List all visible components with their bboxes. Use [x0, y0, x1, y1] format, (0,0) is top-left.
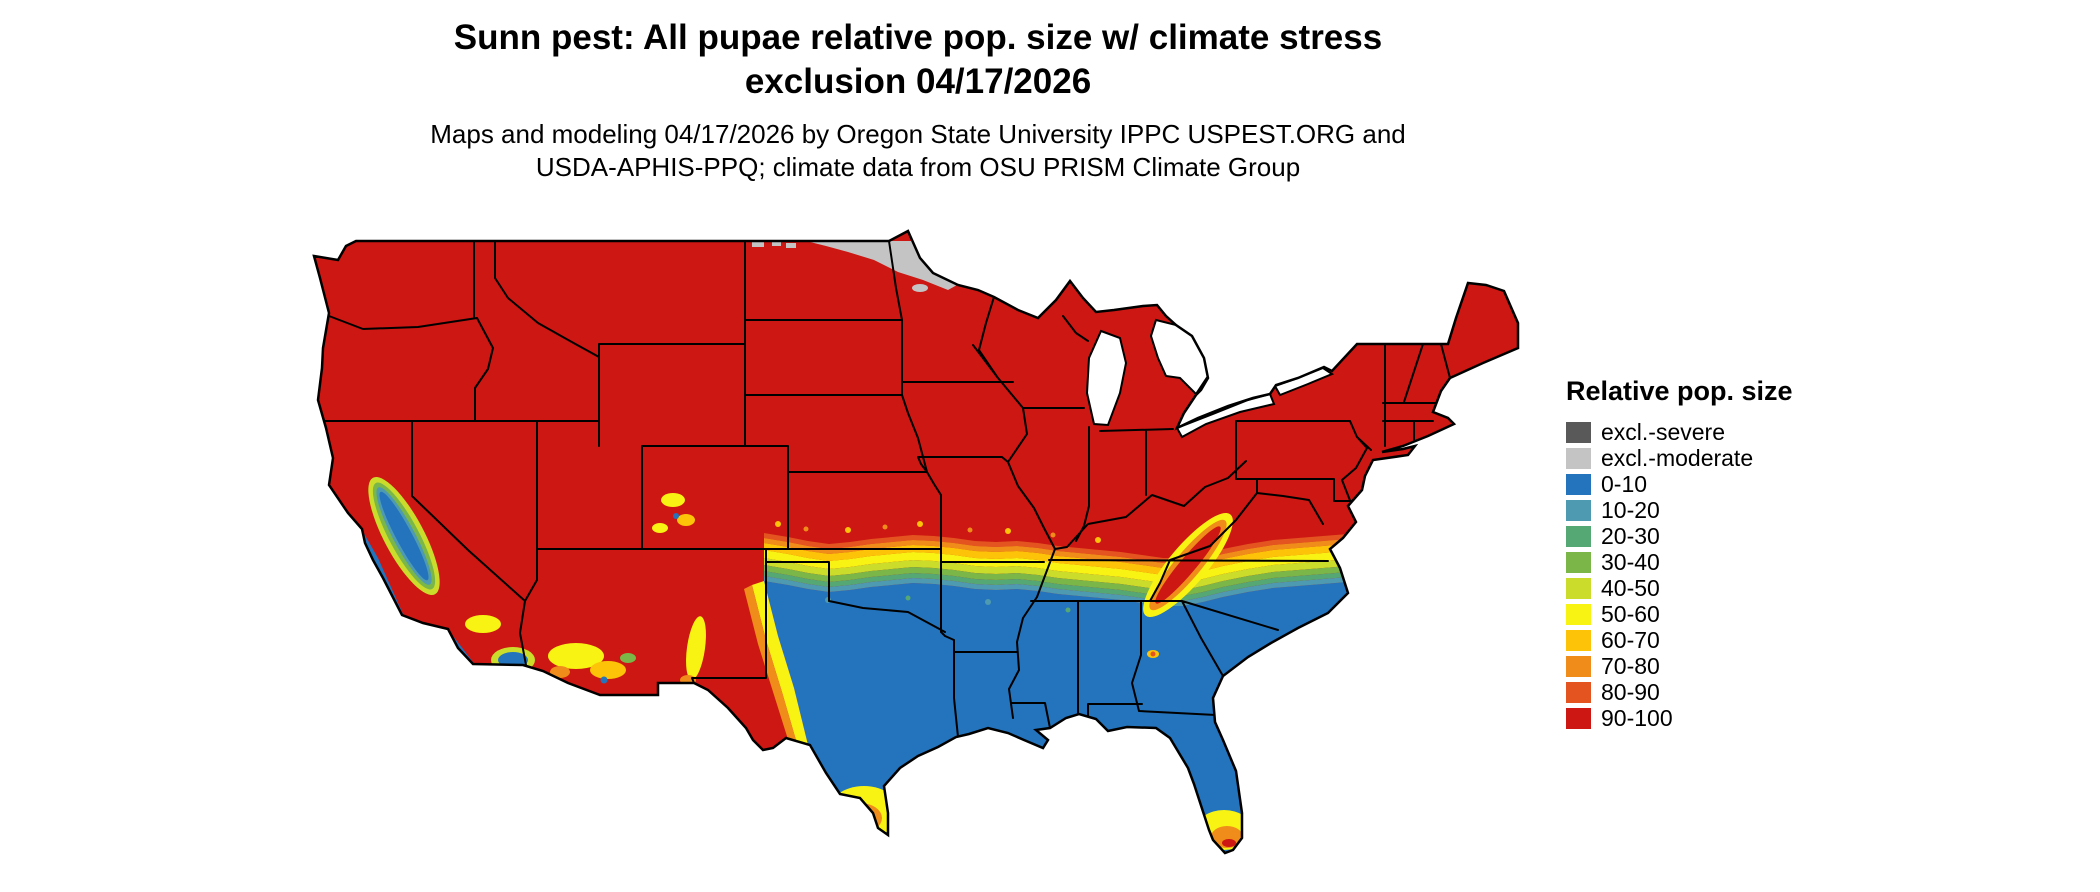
legend-swatch-50-60 [1566, 603, 1591, 625]
region-excl-speck-3 [786, 243, 796, 248]
region-central-valley [368, 476, 440, 596]
band-strip-60-70 [764, 543, 1373, 575]
figure-title-line1: Sunn pest: All pupae relative pop. size … [453, 18, 1383, 57]
figure-title-line2: exclusion 04/17/2026 [744, 61, 1092, 101]
region-excl-speck-2 [772, 241, 781, 246]
region-tx-fringe-orange [744, 585, 798, 749]
region-rio-grande [686, 616, 706, 680]
legend-item-30-40: 30-40 [1566, 549, 1793, 575]
legend-item-70-80: 70-80 [1566, 653, 1793, 679]
legend-item-90-100: 90-100 [1566, 705, 1793, 731]
title-block: Sunn pest: All pupae relative pop. size … [308, 16, 1528, 185]
transition-band [764, 533, 1518, 853]
map-raster [314, 231, 1518, 853]
legend-item-40-50: 40-50 [1566, 575, 1793, 601]
band-strip-40-50 [764, 558, 1373, 590]
legend-item-20-30: 20-30 [1566, 523, 1793, 549]
legend-swatch-0-10 [1566, 473, 1591, 495]
figure-subtitle-line2: USDA-APHIS-PPQ; climate data from OSU PR… [535, 152, 1301, 183]
region-excl-severe [937, 242, 979, 262]
region-south-blue [764, 581, 1518, 853]
region-az-6 [620, 653, 636, 663]
legend-label-70-80: 70-80 [1601, 652, 1660, 679]
region-az-3 [550, 666, 570, 678]
legend-swatch-10-20 [1566, 499, 1591, 521]
legend-title: Relative pop. size [1566, 376, 1793, 406]
band-strip-50-60 [764, 550, 1373, 583]
legend-items: excl.-severe excl.-moderate 0-10 10-20 20-30… [1566, 419, 1793, 731]
region-az-2 [590, 661, 626, 679]
region-co-1 [661, 493, 685, 507]
state-borders [324, 240, 1451, 738]
region-mojave [465, 615, 501, 633]
legend-label-40-50: 40-50 [1601, 574, 1660, 601]
region-co-2 [677, 514, 695, 526]
band-strip-70-80 [764, 538, 1373, 568]
legend-label-30-40: 30-40 [1601, 548, 1660, 575]
legend-item-10-20: 10-20 [1566, 497, 1793, 523]
legend-label-10-20: 10-20 [1601, 496, 1660, 523]
figure-subtitle: Maps and modeling 04/17/2026 by Oregon S… [308, 118, 1528, 186]
legend-swatch-30-40 [1566, 551, 1591, 573]
legend-swatch-90-100 [1566, 707, 1591, 729]
legend-label-50-60: 50-60 [1601, 600, 1660, 627]
legend-swatch-40-50 [1566, 577, 1591, 599]
region-excl-severe-2 [926, 241, 938, 249]
legend-label-excl-severe: excl.-severe [1601, 418, 1725, 445]
legend-item-80-90: 80-90 [1566, 679, 1793, 705]
legend-label-60-70: 60-70 [1601, 626, 1660, 653]
legend-label-80-90: 80-90 [1601, 678, 1660, 705]
region-co-3 [652, 523, 668, 533]
region-az-1 [548, 643, 604, 669]
legend-swatch-20-30 [1566, 525, 1591, 547]
legend-swatch-80-90 [1566, 681, 1591, 703]
region-excl-speck-1 [752, 241, 764, 247]
region-atl-core [1150, 651, 1156, 657]
band-strip-10-20 [764, 576, 1373, 606]
legend-item-60-70: 60-70 [1566, 627, 1793, 653]
region-stx-core [846, 817, 868, 831]
legend-label-0-10: 0-10 [1601, 470, 1648, 497]
region-excl-speck-4 [912, 284, 928, 292]
legend-swatch-60-70 [1566, 629, 1591, 651]
legend-item-excl-severe: excl.-severe [1566, 419, 1793, 445]
band-speckles [775, 521, 1101, 613]
band-strip-30-40 [764, 565, 1373, 596]
legend-swatch-excl-severe [1566, 421, 1591, 443]
legend-label-20-30: 20-30 [1601, 522, 1660, 549]
figure-subtitle-line1: Maps and modeling 04/17/2026 by Oregon S… [430, 118, 1406, 149]
band-strip-80-90 [764, 533, 1373, 563]
region-appalachian-finger [1143, 512, 1233, 618]
legend-label-90-100: 90-100 [1601, 704, 1673, 731]
lake-erie [1175, 392, 1276, 439]
legend-item-50-60: 50-60 [1566, 601, 1793, 627]
legend-item-0-10: 0-10 [1566, 471, 1793, 497]
lake-michigan [1085, 329, 1128, 427]
us-map [308, 228, 1528, 884]
band-strip-20-30 [764, 571, 1373, 601]
legend: Relative pop. size excl.-severe excl.-mod… [1566, 376, 1793, 731]
legend-swatch-excl-moderate [1566, 447, 1591, 469]
region-co-4 [673, 513, 679, 519]
legend-swatch-70-80 [1566, 655, 1591, 677]
region-az-5 [600, 676, 608, 684]
legend-label-excl-moderate: excl.-moderate [1601, 444, 1754, 471]
us-map-svg [312, 229, 1520, 855]
legend-item-excl-moderate: excl.-moderate [1566, 445, 1793, 471]
region-sfl-core [1222, 839, 1236, 847]
